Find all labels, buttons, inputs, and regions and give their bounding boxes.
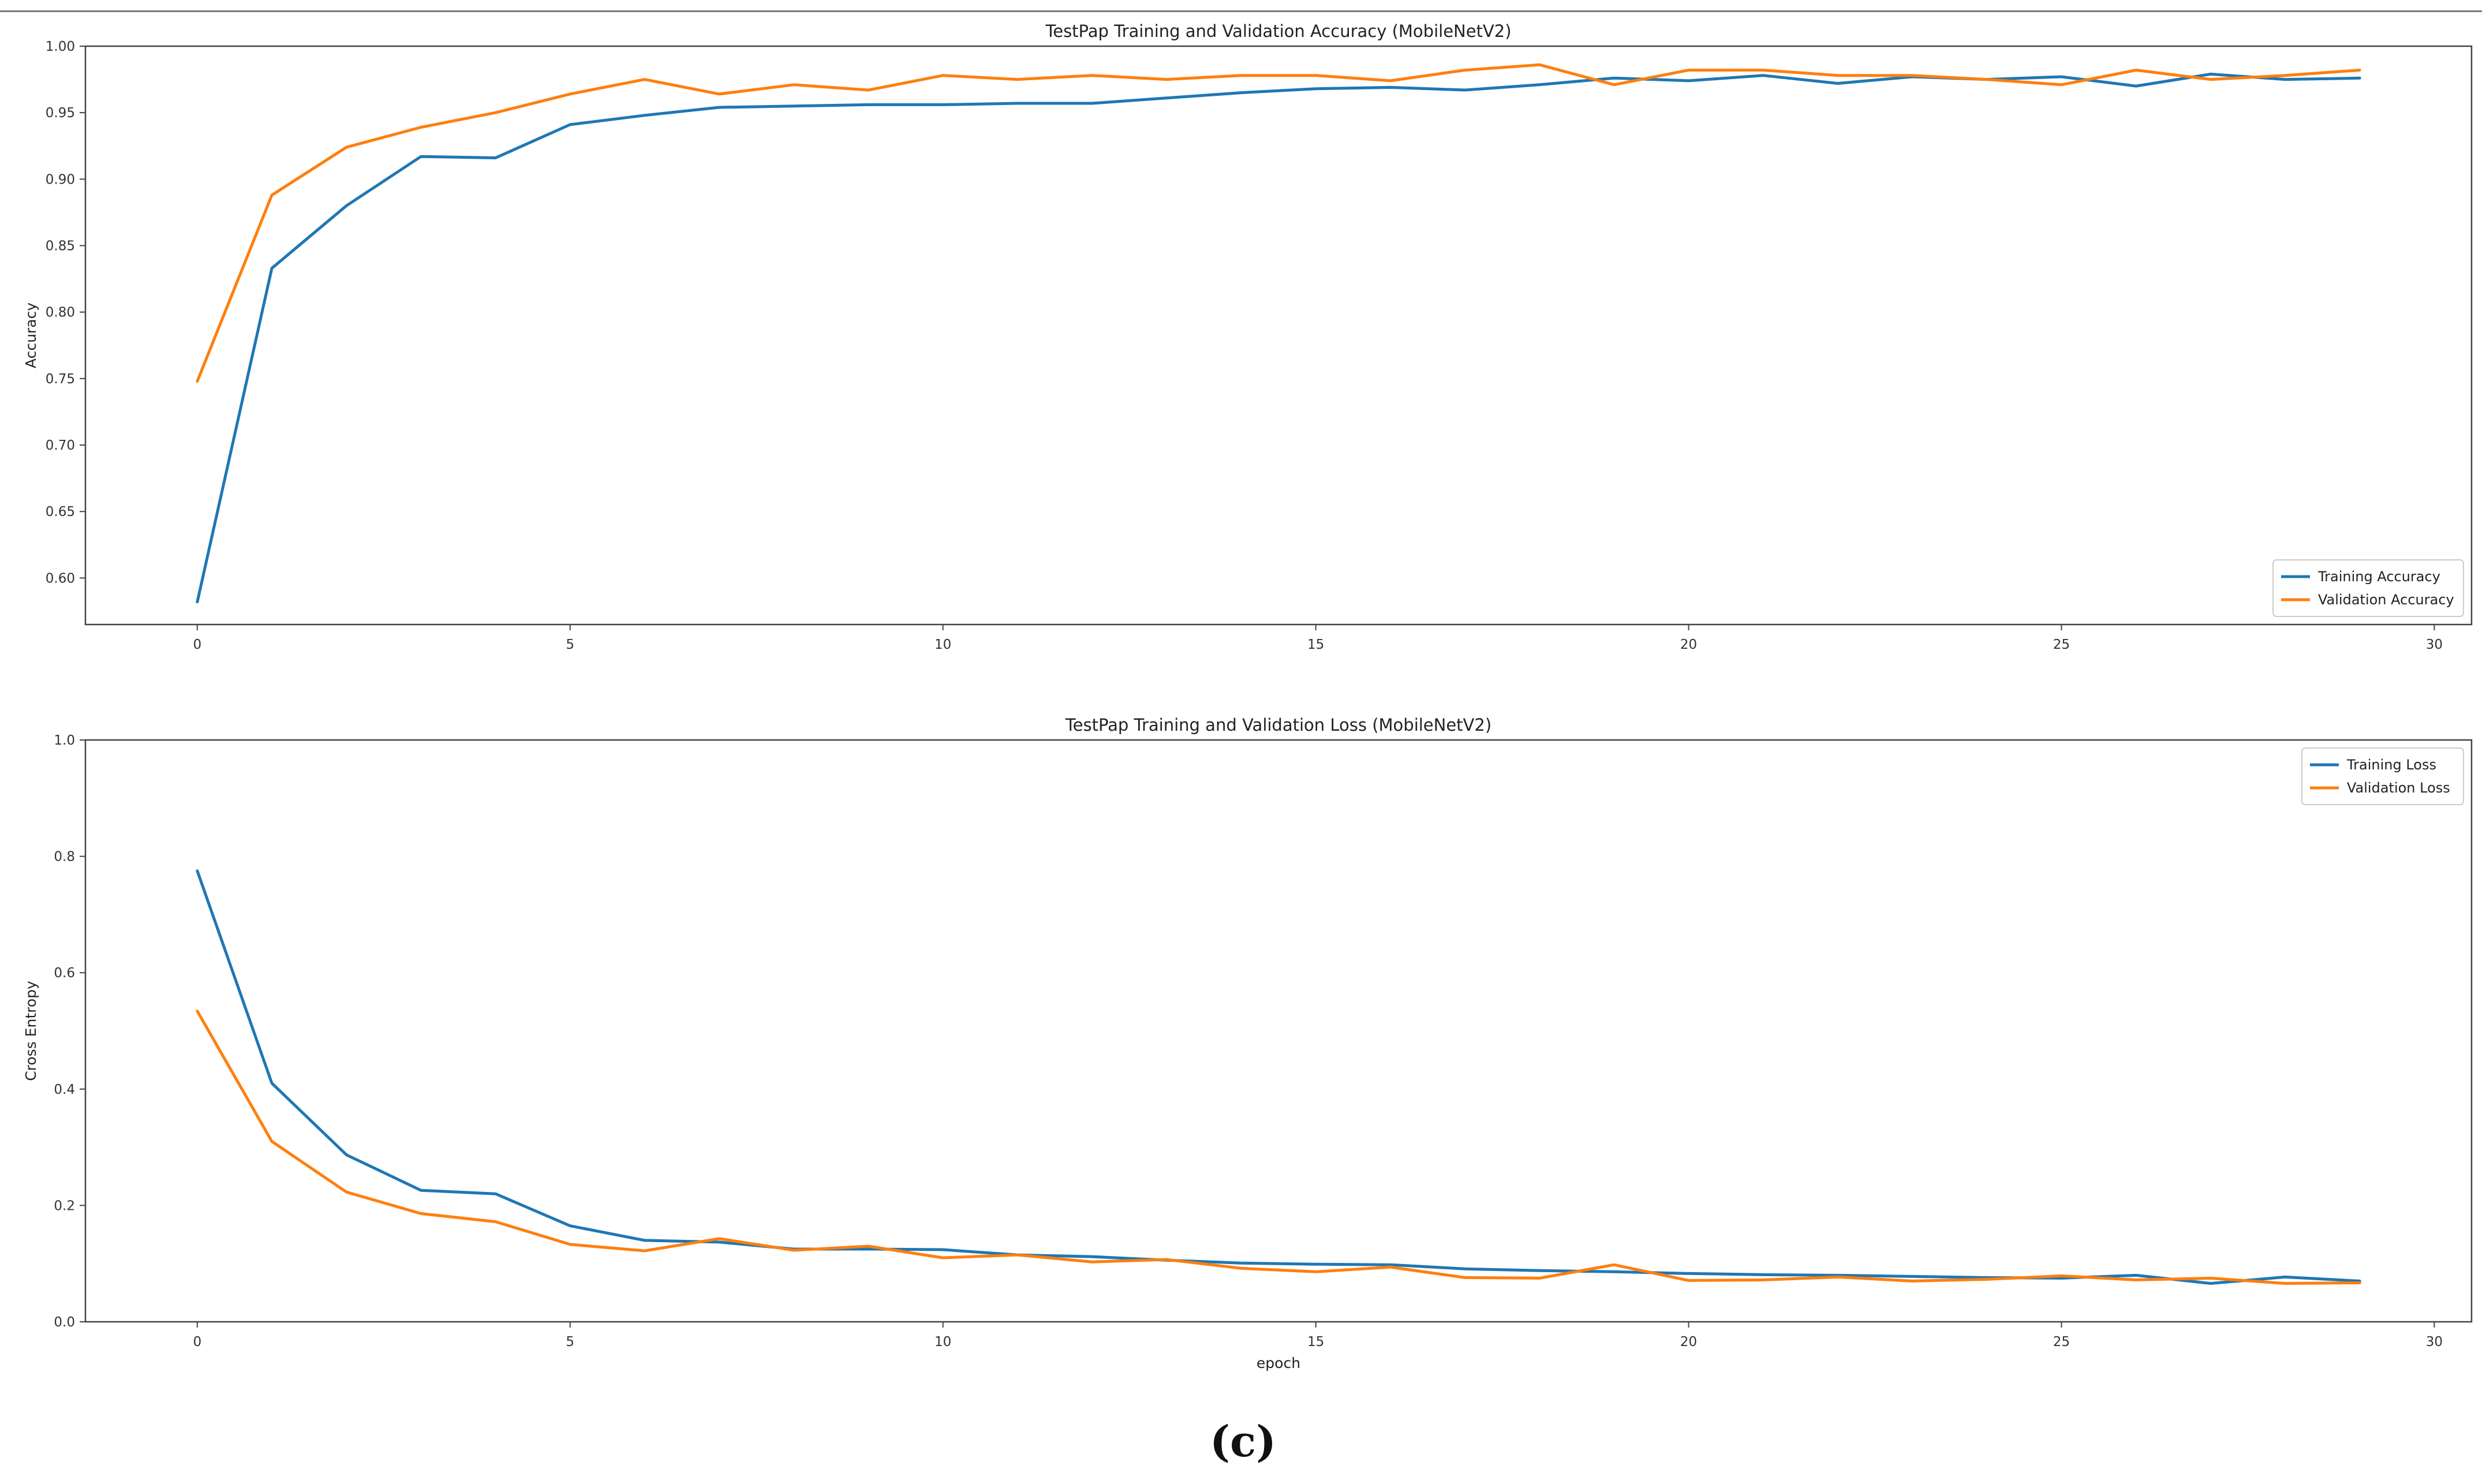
y-tick-label: 0.85	[46, 239, 75, 254]
series-line-training-accuracy	[196, 72, 2361, 604]
y-tick-label: 0.2	[54, 1198, 75, 1213]
x-tick-label: 0	[193, 1335, 201, 1350]
legend: Training Accuracy Validation Accuracy	[2272, 559, 2464, 617]
y-tick-label: 0.70	[46, 438, 75, 453]
y-tick-label: 0.75	[46, 372, 75, 387]
x-tick-label: 25	[2053, 1335, 2070, 1350]
y-tick-label: 1.00	[46, 39, 75, 54]
legend-entry: Training Accuracy	[2317, 569, 2440, 585]
x-tick-label: 10	[934, 1335, 951, 1350]
x-tick-label: 10	[934, 637, 951, 652]
chart-title: TestPap Training and Validation Loss (Mo…	[1065, 715, 1491, 735]
y-tick-label: 0.4	[54, 1082, 75, 1097]
top-rule	[0, 10, 2482, 12]
y-tick-label: 0.8	[54, 850, 75, 865]
legend-entry: Validation Accuracy	[2318, 592, 2454, 608]
x-tick-label: 0	[193, 637, 201, 652]
y-axis-label: Accuracy	[23, 302, 39, 368]
y-axis-label: Cross Entropy	[23, 981, 39, 1081]
legend-box	[2301, 747, 2464, 805]
x-tick-label: 30	[2426, 637, 2443, 652]
plot-frame	[84, 45, 2473, 626]
x-tick-label: 5	[566, 637, 574, 652]
series-line-training-loss	[196, 869, 2361, 1285]
x-tick-label: 15	[1307, 1335, 1324, 1350]
x-tick-label: 30	[2426, 1335, 2443, 1350]
y-tick-label: 0.6	[54, 966, 75, 981]
chart-panel-2: 0 5 10 15 20 25 30 0.0 0.2 0.4 0.6 0.8 1.0 TestPap Tr…	[23, 715, 2473, 1371]
y-tick-label: 0.95	[46, 106, 75, 121]
chart-title: TestPap Training and Validation Accuracy…	[1045, 21, 1511, 41]
legend-entry: Validation Loss	[2347, 780, 2450, 796]
series-line-validation-loss	[196, 1010, 2361, 1285]
y-tick-label: 0.90	[46, 172, 75, 187]
series-line-validation-accuracy	[196, 63, 2361, 383]
y-tick-label: 1.0	[54, 733, 75, 748]
y-tick-label: 0.80	[46, 305, 75, 320]
y-tick-label: 0.0	[54, 1315, 75, 1330]
y-tick-label: 0.65	[46, 504, 75, 519]
x-tick-label: 20	[1680, 637, 1697, 652]
legend: Training Loss Validation Loss	[2301, 747, 2464, 805]
x-tick-label: 15	[1307, 637, 1324, 652]
x-tick-label: 20	[1680, 1335, 1697, 1350]
plot-frame	[84, 739, 2473, 1323]
chart-panel-1: 0 5 10 15 20 25 30 0.60 0.65 0.70 0.75 0.80 0.85 0.90…	[23, 21, 2473, 652]
x-tick-label: 5	[566, 1335, 574, 1350]
x-axis-label: epoch	[1257, 1355, 1300, 1371]
legend-box	[2272, 559, 2464, 617]
x-tick-label: 25	[2053, 637, 2070, 652]
figure-caption: (c)	[1209, 1417, 1277, 1467]
y-tick-label: 0.60	[46, 571, 75, 586]
legend-entry: Training Loss	[2346, 757, 2436, 773]
